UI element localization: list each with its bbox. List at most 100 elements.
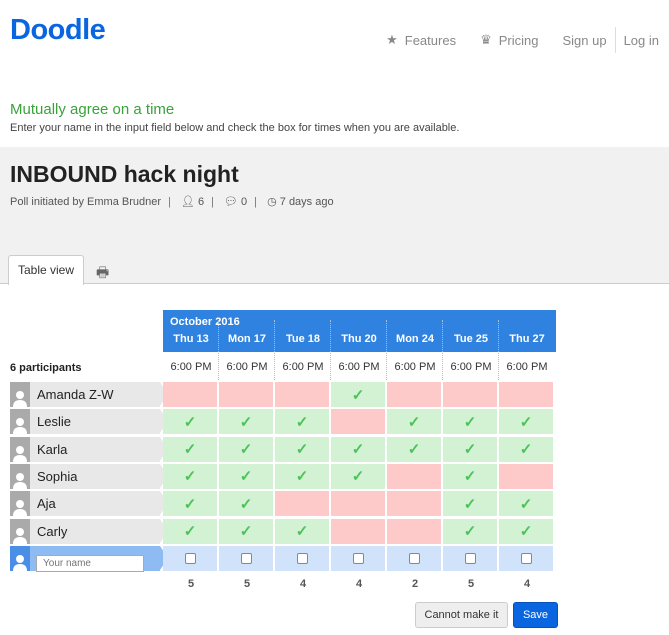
nav-label: Features: [404, 32, 457, 48]
vote-no-cell: [387, 518, 441, 544]
check-icon: ✓: [351, 386, 365, 404]
check-icon: ✓: [183, 441, 197, 459]
vote-yes-cell: ✓: [275, 409, 329, 435]
vote-yes-cell: ✓: [219, 436, 273, 462]
vote-yes-cell: ✓: [219, 463, 273, 489]
check-icon: ✓: [239, 523, 253, 540]
poll-meta: Poll initiated by Emma Brudner | 👤︎ 6 | 💬︎…: [10, 196, 334, 208]
vote-no-cell: [387, 382, 441, 407]
your-name-input[interactable]: [36, 554, 144, 572]
check-icon: ✓: [463, 441, 477, 459]
time-cell: 6:00 PM: [394, 361, 436, 373]
comments-count: 0: [241, 196, 248, 208]
nav-features[interactable]: ★ Features: [386, 32, 456, 48]
avatar: [10, 491, 30, 517]
check-icon: ✓: [183, 495, 197, 513]
vote-no-cell: [443, 382, 497, 407]
vote-yes-cell: ✓: [331, 463, 385, 489]
nav-login[interactable]: Log in: [623, 32, 659, 48]
check-icon: ✓: [407, 413, 421, 431]
cannot-make-it-button[interactable]: Cannot make it: [415, 602, 508, 628]
tab-table-view[interactable]: Table view: [8, 255, 84, 285]
vote-yes-cell: ✓: [443, 463, 497, 489]
month-label: October 2016: [170, 316, 240, 328]
availability-checkbox[interactable]: [184, 552, 196, 564]
vote-no-cell: [219, 382, 273, 407]
check-icon: ✓: [463, 413, 477, 431]
date-header-cell: Thu 13: [173, 333, 209, 345]
vote-no-cell: [499, 463, 553, 489]
nav-label: Pricing: [498, 32, 539, 48]
vote-yes-cell: ✓: [275, 463, 329, 489]
column-divider: [274, 320, 275, 380]
crown-icon: ♛: [480, 32, 492, 47]
date-header-cell: Tue 18: [285, 333, 321, 345]
availability-cell: [163, 545, 217, 571]
vote-yes-cell: ✓: [443, 491, 497, 517]
intro-title: Mutually agree on a time: [10, 101, 175, 118]
check-icon: ✓: [239, 413, 253, 431]
date-header: October 2016 Thu 13 Mon 17 Tue 18 Thu 20 Mon…: [163, 310, 556, 352]
avatar: [10, 436, 30, 462]
vote-no-cell: [387, 491, 441, 517]
vote-yes-cell: ✓: [163, 463, 217, 489]
participant-name: Leslie: [30, 409, 160, 435]
check-icon: ✓: [183, 523, 197, 540]
user-icon: 👤︎: [180, 196, 195, 208]
comment-icon[interactable]: 💬︎: [224, 196, 238, 208]
vote-no-cell: [275, 382, 329, 407]
vote-yes-cell: ✓: [387, 436, 441, 462]
availability-checkbox[interactable]: [240, 552, 252, 564]
participants-count: 6: [197, 196, 205, 208]
nav-signup[interactable]: Sign up: [562, 32, 607, 48]
time-cell: 6:00 PM: [170, 361, 212, 373]
vote-total: 4: [299, 578, 307, 590]
check-icon: ✓: [239, 495, 253, 513]
doodle-logo[interactable]: Doodle: [10, 14, 106, 46]
vote-yes-cell: ✓: [499, 491, 553, 517]
availability-checkbox[interactable]: [520, 552, 532, 564]
avatar: [10, 545, 30, 571]
avatar: [10, 518, 30, 544]
vote-yes-cell: ✓: [219, 491, 273, 517]
participant-name: Sophia: [30, 463, 160, 489]
nav-pricing[interactable]: ♛ Pricing: [480, 32, 538, 48]
vote-total: 5: [187, 578, 195, 590]
availability-checkbox[interactable]: [408, 552, 420, 564]
time-cell: 6:00 PM: [450, 361, 492, 373]
column-divider: [442, 320, 443, 380]
vote-yes-cell: ✓: [499, 409, 553, 435]
time-cell: 6:00 PM: [282, 361, 324, 373]
availability-checkbox[interactable]: [352, 552, 364, 564]
name-field-wrap: [30, 545, 160, 572]
save-button[interactable]: Save: [513, 602, 558, 628]
vote-yes-cell: ✓: [443, 518, 497, 544]
vote-yes-cell: ✓: [163, 436, 217, 462]
check-icon: ✓: [519, 495, 533, 513]
check-icon: ✓: [351, 441, 365, 459]
check-icon: ✓: [295, 523, 309, 540]
vote-yes-cell: ✓: [499, 436, 553, 462]
vote-yes-cell: ✓: [499, 518, 553, 544]
column-divider: [498, 320, 499, 380]
check-icon: ✓: [239, 441, 253, 459]
date-header-cell: Thu 20: [341, 333, 377, 345]
check-icon: ✓: [351, 468, 365, 486]
vote-yes-cell: ✓: [331, 382, 385, 407]
check-icon: ✓: [519, 413, 533, 431]
print-icon[interactable]: 🖶: [96, 264, 110, 280]
availability-checkbox[interactable]: [296, 552, 308, 564]
poll-header: INBOUND hack night Poll initiated by Emm…: [0, 147, 669, 284]
check-icon: ✓: [295, 441, 309, 459]
time-cell: 6:00 PM: [338, 361, 380, 373]
check-icon: ✓: [463, 468, 477, 486]
check-icon: ✓: [295, 468, 309, 486]
availability-cell: [443, 545, 497, 571]
vote-yes-cell: ✓: [443, 436, 497, 462]
vote-no-cell: [331, 518, 385, 544]
column-divider: [386, 320, 387, 380]
check-icon: ✓: [295, 413, 309, 431]
availability-checkbox[interactable]: [464, 552, 476, 564]
vote-yes-cell: ✓: [387, 409, 441, 435]
poll-title: INBOUND hack night: [10, 161, 239, 187]
